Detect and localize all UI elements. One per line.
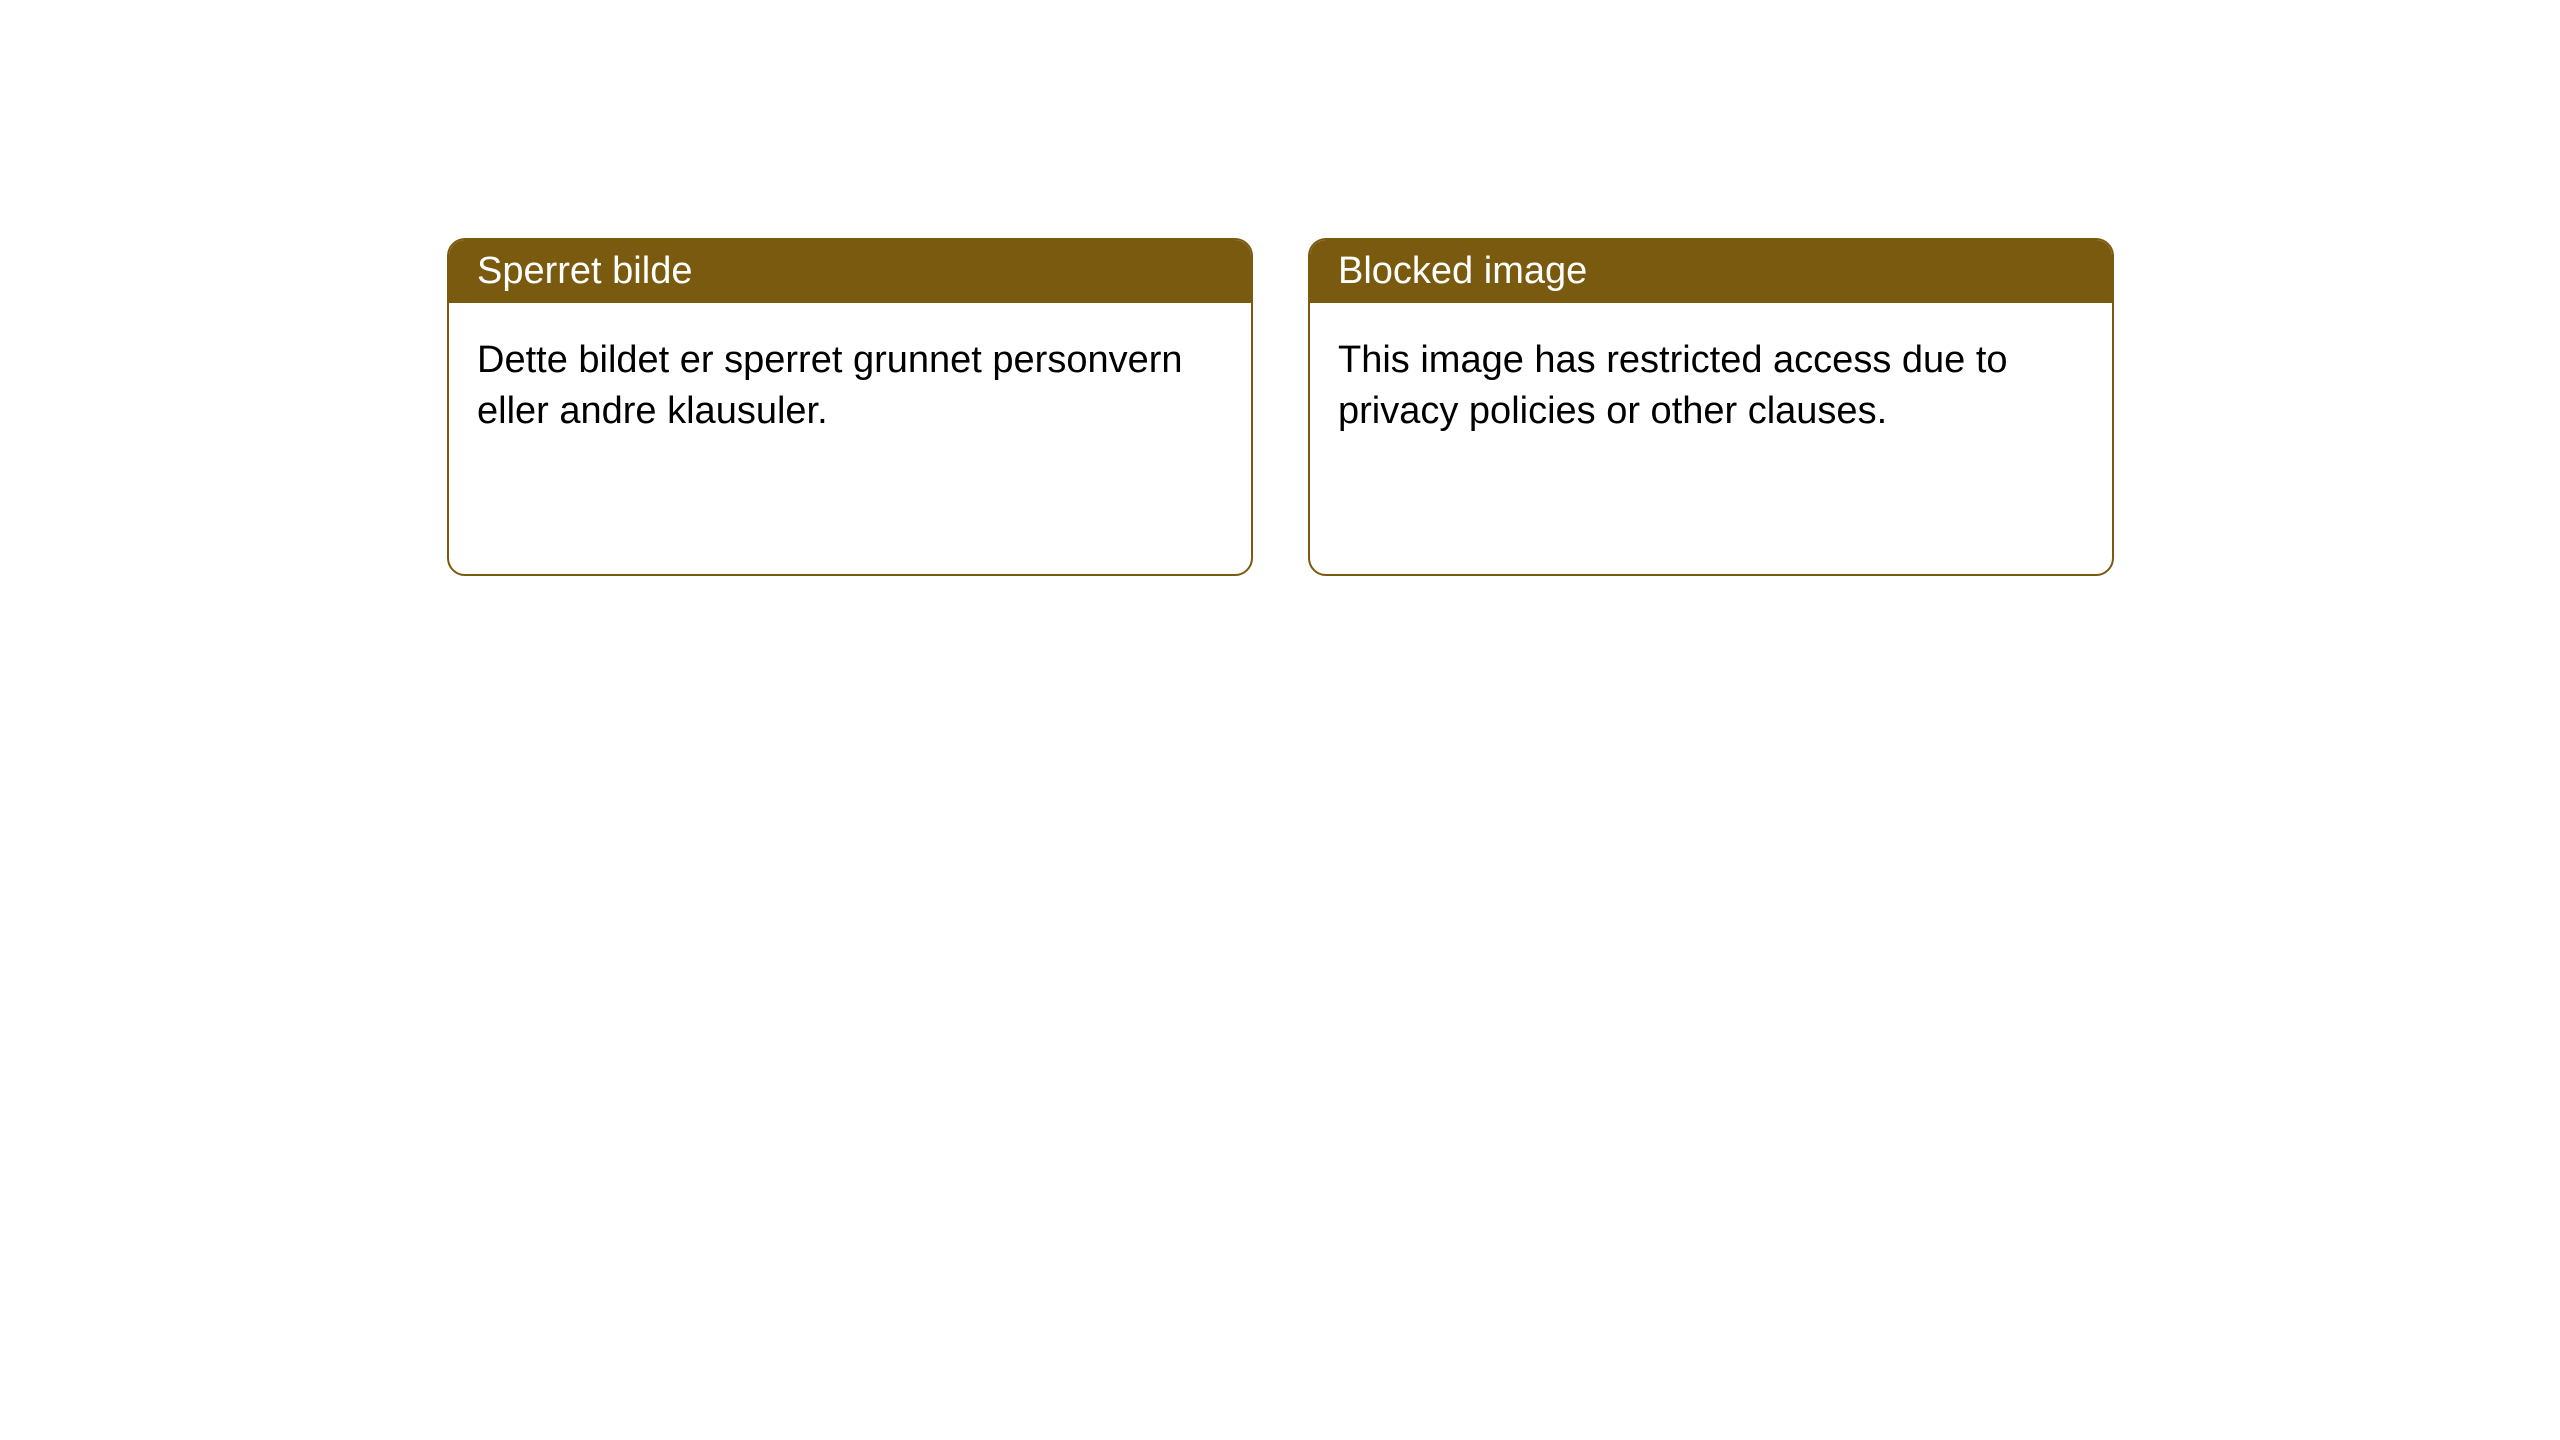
notice-title: Sperret bilde: [449, 240, 1251, 303]
notice-body: This image has restricted access due to …: [1310, 303, 2112, 470]
notice-container: Sperret bilde Dette bildet er sperret gr…: [0, 0, 2560, 576]
notice-card-norwegian: Sperret bilde Dette bildet er sperret gr…: [447, 238, 1253, 576]
notice-card-english: Blocked image This image has restricted …: [1308, 238, 2114, 576]
notice-title: Blocked image: [1310, 240, 2112, 303]
notice-body: Dette bildet er sperret grunnet personve…: [449, 303, 1251, 470]
